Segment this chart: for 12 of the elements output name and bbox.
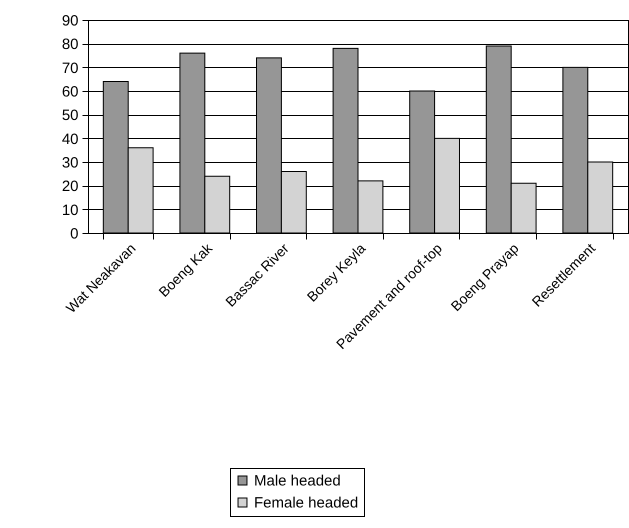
y-tick-label: 0 bbox=[70, 226, 78, 242]
y-tick-label: 70 bbox=[62, 60, 78, 77]
y-tick-label: 50 bbox=[62, 107, 78, 124]
y-tick-label: 90 bbox=[62, 12, 78, 30]
y-tick-label: 80 bbox=[62, 36, 78, 54]
y-tick-label: 60 bbox=[62, 84, 78, 100]
y-tick-label: 10 bbox=[62, 202, 78, 219]
legend-label: Male headed bbox=[254, 472, 341, 490]
legend-label: Female headed bbox=[254, 494, 358, 512]
y-tick-label: 30 bbox=[62, 154, 78, 172]
y-tick-label: 40 bbox=[62, 130, 78, 148]
y-tick-label: 20 bbox=[62, 178, 78, 196]
